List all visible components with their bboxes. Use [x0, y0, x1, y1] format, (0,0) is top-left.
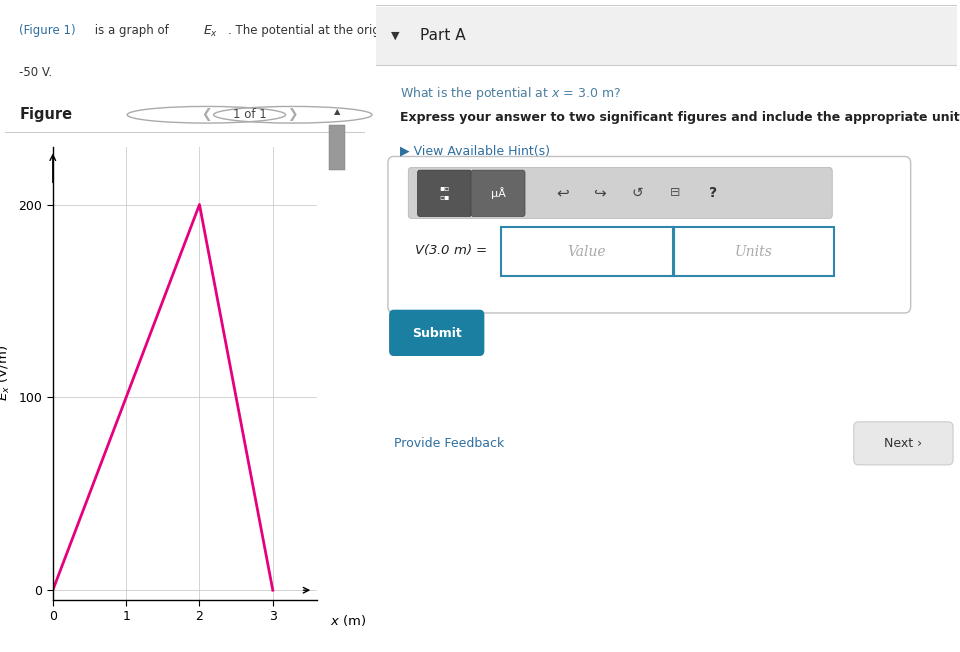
Text: ↪: ↪ — [593, 185, 607, 201]
Text: Figure: Figure — [19, 107, 72, 123]
Text: 1 of 1: 1 of 1 — [232, 108, 267, 121]
FancyBboxPatch shape — [501, 227, 673, 276]
Text: ⊟: ⊟ — [670, 186, 681, 200]
FancyBboxPatch shape — [408, 168, 832, 218]
Text: ▼: ▼ — [391, 31, 399, 41]
Text: μÅ: μÅ — [491, 187, 506, 199]
Text: ▶ View Available Hint(s): ▶ View Available Hint(s) — [399, 145, 549, 158]
FancyBboxPatch shape — [674, 227, 834, 276]
Text: Value: Value — [567, 244, 606, 259]
Text: ▲: ▲ — [334, 107, 340, 116]
Text: ❯: ❯ — [288, 108, 298, 121]
FancyBboxPatch shape — [471, 170, 525, 216]
Text: ↺: ↺ — [632, 186, 643, 200]
FancyBboxPatch shape — [388, 156, 911, 313]
Text: Units: Units — [735, 244, 773, 259]
Text: . The potential at the origin is: . The potential at the origin is — [228, 24, 404, 37]
Text: is a graph of: is a graph of — [91, 24, 173, 37]
Text: ❮: ❮ — [202, 108, 211, 121]
Text: $E_x$: $E_x$ — [203, 24, 218, 39]
FancyBboxPatch shape — [328, 125, 346, 170]
Text: ↩: ↩ — [556, 185, 568, 201]
Text: What is the potential at $x$ = 3.0 m?: What is the potential at $x$ = 3.0 m? — [399, 85, 620, 102]
Text: Next ›: Next › — [884, 437, 923, 450]
Y-axis label: $E_x$ (V/m): $E_x$ (V/m) — [0, 346, 12, 401]
Text: Provide Feedback: Provide Feedback — [394, 437, 504, 450]
Text: (Figure 1): (Figure 1) — [19, 24, 76, 37]
FancyBboxPatch shape — [853, 422, 953, 465]
FancyBboxPatch shape — [418, 170, 471, 216]
Text: Part A: Part A — [420, 28, 466, 44]
Text: ?: ? — [709, 186, 717, 200]
Text: ▪▫
▫▪: ▪▫ ▫▪ — [440, 185, 450, 201]
Text: Submit: Submit — [412, 327, 462, 340]
Text: Express your answer to two significant figures and include the appropriate units: Express your answer to two significant f… — [399, 111, 960, 124]
Text: $V$(3.0 m) =: $V$(3.0 m) = — [414, 241, 488, 257]
Text: -50 V.: -50 V. — [19, 67, 53, 80]
FancyBboxPatch shape — [389, 310, 485, 356]
X-axis label: $x$ (m): $x$ (m) — [330, 614, 367, 629]
FancyBboxPatch shape — [376, 7, 957, 65]
